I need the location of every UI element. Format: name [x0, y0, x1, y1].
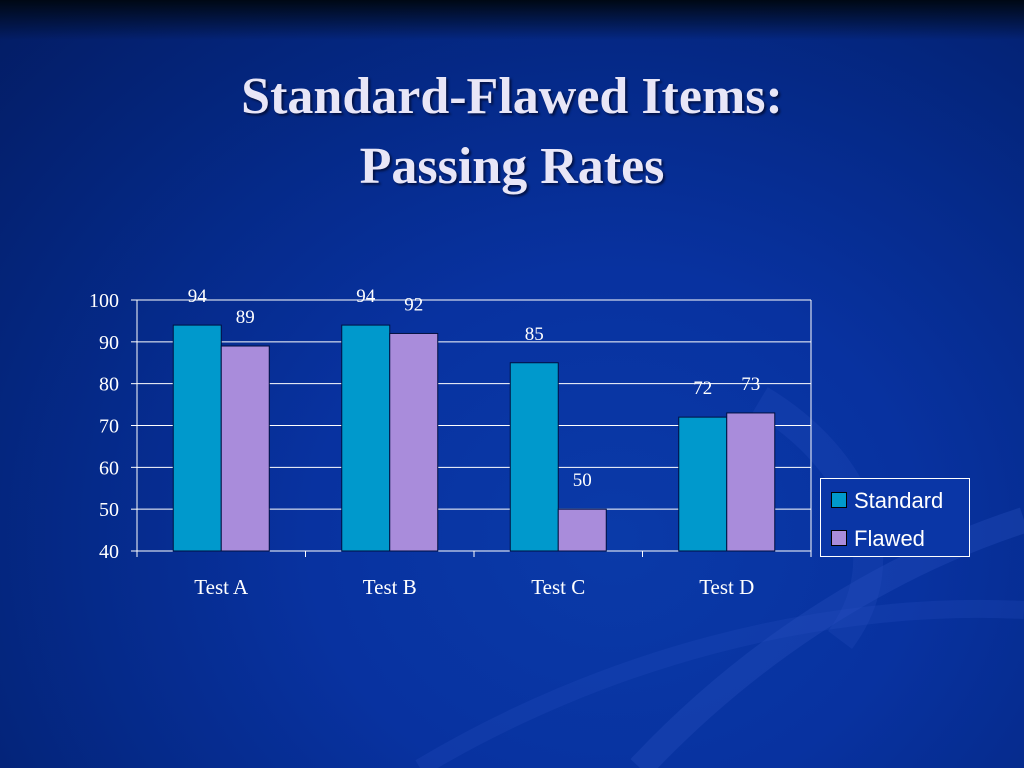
data-label-flawed: 73 [741, 374, 760, 395]
y-tick-label: 70 [99, 416, 119, 438]
x-category-label: Test B [363, 575, 417, 599]
data-label-standard: 85 [525, 324, 544, 345]
data-label-flawed: 92 [404, 294, 423, 315]
data-label-standard: 94 [188, 286, 208, 307]
x-category-label: Test A [194, 575, 249, 599]
bar-standard [509, 362, 559, 552]
y-tick-label: 60 [99, 457, 119, 479]
bar-standard [341, 324, 391, 552]
slide-title: Standard-Flawed Items: Passing Rates [0, 62, 1024, 202]
bar-flawed [557, 508, 607, 552]
data-label-standard: 94 [356, 286, 376, 307]
bar-flawed [389, 332, 439, 552]
legend-swatch-flawed [831, 530, 847, 547]
y-tick-label: 50 [99, 499, 119, 521]
y-tick-label: 40 [99, 541, 119, 563]
legend-item-flawed: Flawed [831, 526, 925, 552]
data-label-standard: 72 [693, 378, 712, 399]
y-tick-label: 90 [99, 332, 119, 354]
y-tick-label: 80 [99, 374, 119, 396]
legend-label-flawed: Flawed [854, 526, 925, 551]
bar-flawed [726, 412, 776, 552]
y-tick-label: 100 [89, 290, 119, 312]
title-line-1: Standard-Flawed Items: [241, 68, 783, 125]
x-category-label: Test C [531, 575, 585, 599]
bar-standard [172, 324, 222, 552]
title-line-2: Passing Rates [359, 138, 665, 195]
bar-flawed [220, 345, 270, 552]
legend-label-standard: Standard [854, 488, 944, 513]
data-label-flawed: 89 [236, 307, 255, 328]
data-label-flawed: 50 [573, 470, 592, 491]
x-category-label: Test D [699, 575, 754, 599]
bar-standard [678, 416, 728, 552]
chart-legend: Standard Flawed [820, 478, 970, 557]
legend-swatch-standard [831, 492, 847, 509]
top-shadow-band [0, 0, 1024, 40]
legend-item-standard: Standard [831, 488, 943, 514]
